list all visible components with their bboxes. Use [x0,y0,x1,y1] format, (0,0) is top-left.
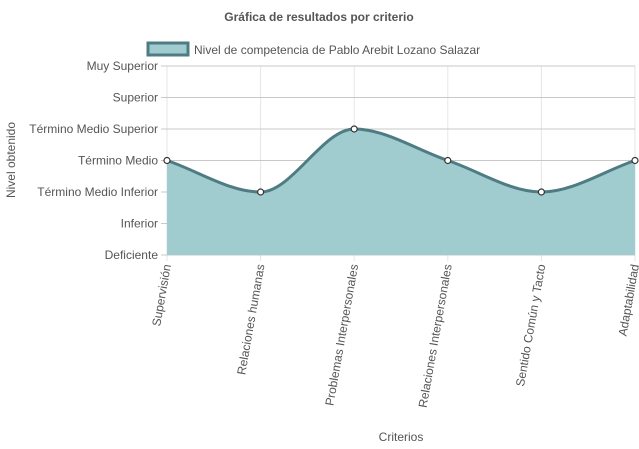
y-tick-label: Muy Superior [87,59,158,73]
y-tick-label: Término Medio Inferior [37,185,158,199]
data-point[interactable] [350,125,358,133]
x-tick-label: Adaptabilidad [616,263,639,337]
x-axis-ticks: Supervisión Relaciones humanas Problemas I… [149,263,639,409]
data-point[interactable] [444,156,452,165]
series-area [167,129,635,255]
y-tick-label: Deficiente [105,248,159,262]
x-axis-label: Criterios [379,430,424,444]
y-tick-label: Superior [113,91,158,105]
x-tick-label: Relaciones Interpersonales [416,263,455,409]
data-point[interactable] [631,156,639,165]
data-point[interactable] [257,188,265,196]
x-tick-label: Problemas Interpersonales [322,263,361,407]
legend-label: Nivel de competencia de Pablo Arebit Loz… [194,43,480,57]
x-tick-label: Relaciones humanas [234,263,267,376]
legend-swatch [146,41,190,57]
data-points [163,125,639,196]
legend[interactable]: Nivel de competencia de Pablo Arebit Loz… [146,41,480,57]
y-axis-ticks: Deficiente Inferior Término Medio Inferior… [29,59,158,262]
data-point[interactable] [537,188,546,196]
series-area-layer [166,127,636,255]
series-line [166,127,636,194]
y-tick-label: Inferior [121,217,158,231]
chart-title: Gráfica de resultados por criterio [224,10,413,24]
x-tick-label: Supervisión [149,263,174,327]
data-point[interactable] [163,156,171,165]
y-axis-label: Nivel obtenido [4,122,18,198]
x-tick-label: Sentido Común y Tacto [513,263,548,388]
y-tick-label: Término Medio [78,154,158,168]
y-tick-label: Término Medio Superior [29,122,158,136]
